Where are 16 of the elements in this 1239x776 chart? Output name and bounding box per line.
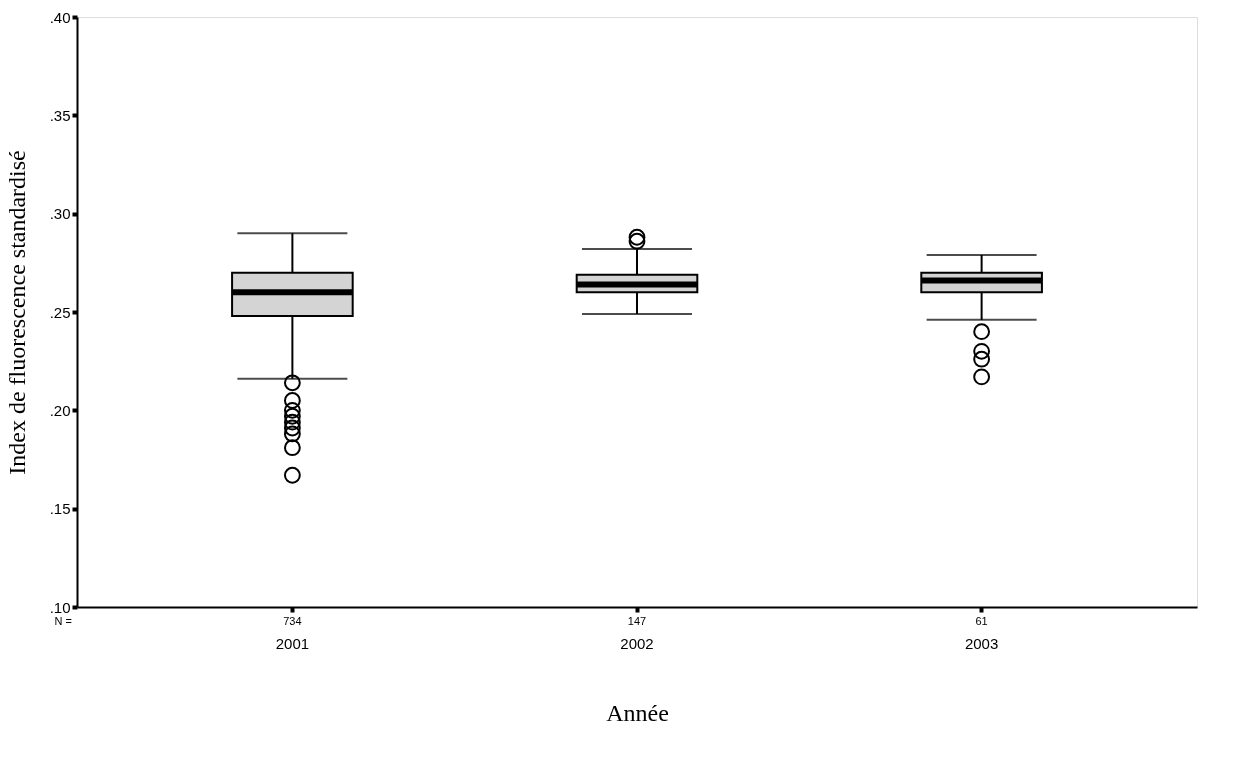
x-tick-label: 2001 <box>275 634 310 652</box>
y-tick-label: .30 <box>49 205 71 223</box>
y-tick-label: .15 <box>49 500 71 518</box>
text: 61 <box>975 615 988 627</box>
x-tick-label: 2003 <box>964 634 999 652</box>
y-tick-label: .40 <box>49 8 71 26</box>
y-tick-label: .35 <box>49 106 71 124</box>
x-axis-title: Année <box>606 699 669 726</box>
text: 147 <box>627 615 647 627</box>
y-axis-title: Index de fluorescence standardisé <box>3 150 30 475</box>
text: 734 <box>283 615 302 627</box>
text: N = <box>54 615 72 627</box>
x-tick-label: 2002 <box>620 634 654 652</box>
y-tick-label: .20 <box>49 401 71 419</box>
y-tick-label: .10 <box>49 598 71 616</box>
y-tick-label: .25 <box>49 303 71 321</box>
